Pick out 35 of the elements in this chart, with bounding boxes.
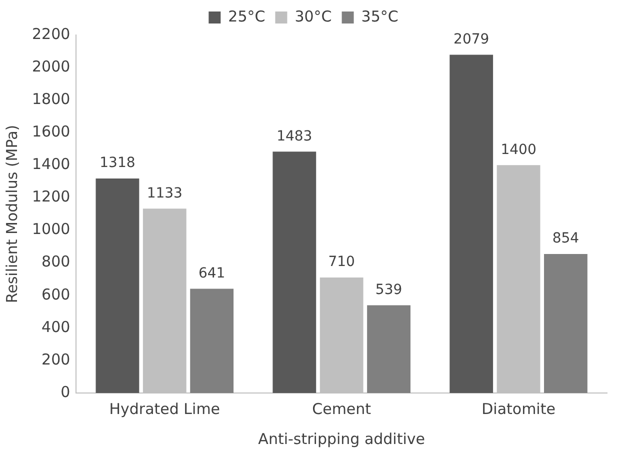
y-axis-title: Resilient Modulus (MPa)	[2, 124, 21, 304]
legend-label: 30°C	[294, 7, 332, 26]
data-label: 1400	[500, 142, 536, 158]
bar	[96, 178, 140, 393]
bar	[367, 305, 410, 393]
y-tick-label: 200	[42, 350, 70, 368]
y-tick-label: 800	[42, 252, 70, 271]
legend-label: 25°C	[228, 7, 266, 26]
x-tick-label: Hydrated Lime	[109, 400, 220, 418]
y-tick-label: 2200	[32, 24, 70, 43]
x-tick-label: Diatomite	[482, 400, 556, 418]
bar	[544, 254, 588, 393]
y-tick-label: 600	[42, 285, 70, 304]
data-label: 1483	[276, 128, 312, 144]
x-axis-title: Anti-stripping additive	[258, 430, 425, 448]
bar	[272, 152, 316, 393]
y-tick-label: 1200	[32, 188, 70, 206]
y-tick-label: 1600	[32, 122, 70, 141]
data-label: 854	[552, 230, 580, 247]
y-tick-label: 400	[42, 318, 70, 336]
y-tick-label: 1000	[32, 220, 70, 238]
y-tick-label: 1800	[32, 90, 70, 108]
data-label: 1318	[100, 155, 136, 172]
data-label: 1133	[146, 185, 182, 202]
data-label: 2079	[454, 31, 490, 48]
y-tick-label: 1400	[32, 155, 70, 174]
data-label: 539	[375, 282, 402, 298]
x-tick-label: Cement	[312, 400, 372, 418]
y-tick-label: 2000	[32, 57, 70, 76]
data-label: 710	[328, 254, 355, 270]
y-tick-label: 0	[60, 382, 70, 401]
bar	[450, 54, 494, 393]
data-label: 641	[198, 265, 226, 282]
legend-label: 35°C	[361, 7, 398, 26]
bar	[190, 288, 234, 393]
